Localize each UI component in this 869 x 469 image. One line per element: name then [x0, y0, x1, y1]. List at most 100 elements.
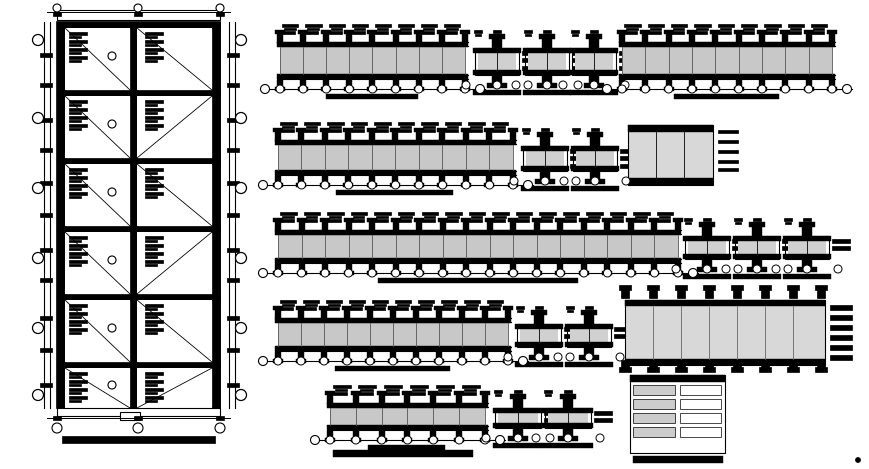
- Bar: [491, 122, 507, 125]
- Bar: [414, 218, 424, 222]
- Bar: [701, 260, 711, 268]
- Circle shape: [437, 85, 446, 93]
- Bar: [69, 180, 81, 182]
- Bar: [69, 372, 87, 375]
- Circle shape: [434, 357, 442, 365]
- Bar: [145, 256, 156, 258]
- Bar: [494, 390, 501, 393]
- Bar: [510, 222, 515, 231]
- Bar: [704, 289, 713, 298]
- Bar: [717, 31, 730, 34]
- Bar: [378, 395, 384, 404]
- Bar: [69, 256, 81, 258]
- Circle shape: [415, 85, 422, 93]
- Bar: [461, 271, 471, 275]
- Bar: [684, 236, 728, 259]
- Bar: [735, 80, 740, 88]
- Bar: [329, 126, 341, 128]
- Bar: [376, 391, 386, 395]
- Circle shape: [566, 353, 574, 361]
- Bar: [492, 212, 508, 215]
- Bar: [786, 285, 798, 290]
- Bar: [571, 66, 589, 70]
- Bar: [604, 264, 610, 272]
- Bar: [695, 28, 707, 30]
- Bar: [590, 128, 599, 131]
- Bar: [557, 436, 577, 441]
- Bar: [444, 31, 456, 34]
- Bar: [145, 236, 163, 239]
- Bar: [53, 416, 61, 420]
- Circle shape: [108, 381, 116, 389]
- Bar: [443, 304, 454, 306]
- Bar: [275, 352, 281, 360]
- Bar: [583, 314, 594, 324]
- Circle shape: [571, 177, 580, 185]
- Bar: [145, 380, 163, 383]
- Bar: [680, 413, 720, 423]
- Bar: [40, 278, 52, 282]
- Bar: [439, 222, 445, 231]
- Bar: [430, 431, 436, 439]
- Bar: [303, 129, 316, 132]
- Bar: [327, 403, 488, 408]
- Bar: [397, 219, 411, 222]
- Bar: [462, 176, 468, 184]
- Bar: [296, 128, 306, 132]
- Bar: [275, 30, 285, 34]
- Bar: [487, 307, 500, 310]
- Circle shape: [584, 353, 593, 361]
- Bar: [484, 128, 494, 132]
- Circle shape: [503, 357, 512, 365]
- Bar: [421, 24, 437, 27]
- Bar: [627, 178, 713, 185]
- Bar: [397, 304, 408, 306]
- Circle shape: [461, 85, 468, 93]
- Bar: [438, 34, 444, 43]
- Bar: [404, 431, 410, 439]
- Bar: [680, 399, 720, 409]
- Bar: [421, 31, 434, 34]
- Circle shape: [235, 389, 246, 401]
- Bar: [514, 394, 521, 396]
- Bar: [57, 90, 220, 96]
- Bar: [629, 375, 724, 453]
- Bar: [145, 36, 156, 38]
- Bar: [544, 408, 590, 428]
- Bar: [462, 132, 468, 141]
- Bar: [145, 388, 163, 391]
- Bar: [388, 359, 397, 363]
- Bar: [522, 132, 528, 134]
- Bar: [656, 219, 669, 222]
- Bar: [733, 360, 740, 368]
- Bar: [829, 345, 851, 350]
- Bar: [712, 34, 718, 43]
- Bar: [69, 48, 87, 51]
- Bar: [779, 87, 789, 91]
- Bar: [810, 24, 826, 27]
- Bar: [569, 90, 617, 95]
- Circle shape: [366, 357, 374, 365]
- Bar: [564, 394, 570, 396]
- Bar: [541, 38, 551, 48]
- Bar: [322, 222, 328, 231]
- Bar: [57, 10, 220, 20]
- Bar: [618, 58, 636, 62]
- Bar: [412, 389, 424, 391]
- Bar: [145, 108, 163, 111]
- Bar: [494, 216, 505, 218]
- Bar: [212, 22, 220, 408]
- Bar: [69, 168, 87, 171]
- Bar: [481, 431, 488, 439]
- Bar: [531, 218, 541, 222]
- Bar: [367, 218, 376, 222]
- Bar: [783, 218, 791, 221]
- Bar: [534, 264, 539, 272]
- Bar: [567, 324, 610, 347]
- Bar: [687, 30, 696, 34]
- Bar: [474, 30, 481, 33]
- Bar: [829, 355, 851, 360]
- Bar: [543, 34, 549, 36]
- Bar: [579, 355, 599, 360]
- Bar: [463, 389, 476, 391]
